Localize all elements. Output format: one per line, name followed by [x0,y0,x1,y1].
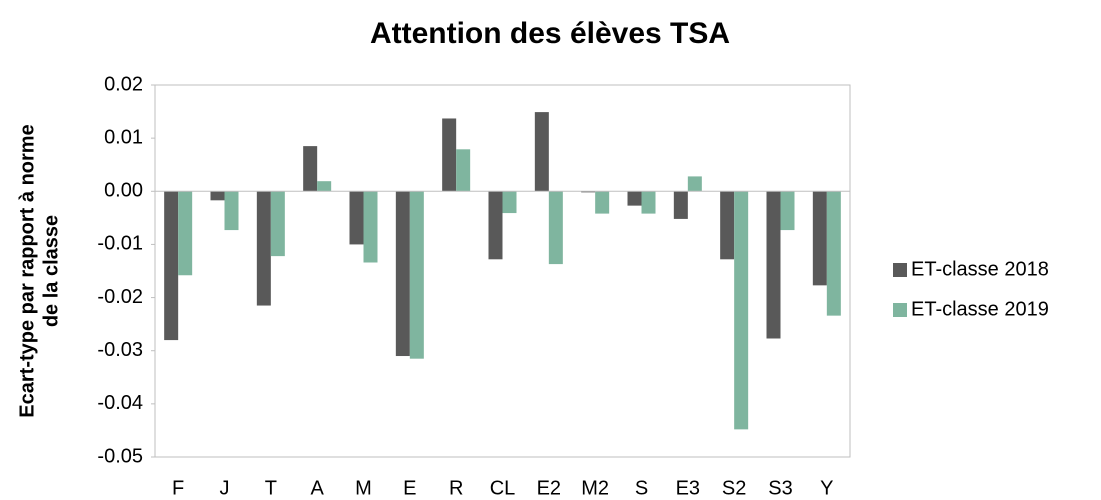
bar [766,191,781,339]
bar [303,146,318,192]
bar [720,191,735,260]
y-tick-label: -0.04 [97,392,143,414]
plot-area [154,84,851,458]
bar [409,191,424,359]
x-tick-label: CL [490,477,516,499]
x-tick-label: E2 [537,477,561,499]
bar [363,191,378,263]
bar [534,112,549,192]
y-tick-label: -0.02 [97,286,143,308]
x-tick-label: S2 [722,477,746,499]
bar [456,149,471,192]
bar [395,191,410,357]
bar [317,181,332,192]
y-axis-title: Ecart-type par rapport à norme [16,124,38,417]
legend-label: ET-classe 2018 [911,258,1049,280]
bar [548,191,563,265]
x-tick-label: E3 [676,477,700,499]
bar [581,191,596,193]
y-tick-label: -0.01 [97,233,143,255]
x-tick-label: E [403,477,416,499]
bar [595,191,610,214]
bar [826,191,841,316]
x-tick-label: R [449,477,463,499]
x-tick-label: T [265,477,277,499]
bar [687,176,702,192]
y-tick-label: -0.05 [97,445,143,467]
chart-title: Attention des élèves TSA [370,17,730,50]
y-axis-title: de la classe [40,215,62,327]
bar [641,191,656,214]
bar [349,191,364,245]
x-tick-label: M [355,477,372,499]
legend-label: ET-classe 2019 [911,298,1049,320]
bar [164,191,179,341]
x-tick-label: S [635,477,648,499]
x-tick-label: A [310,477,324,499]
legend-swatch [893,303,907,317]
y-tick-label: 0.00 [104,180,143,202]
x-tick-label: S3 [768,477,792,499]
bar [224,191,239,231]
y-tick-label: 0.02 [104,73,143,95]
bar [178,191,193,276]
y-tick-label: -0.03 [97,339,143,361]
bar [502,191,517,214]
bar [210,191,225,201]
bar [673,191,688,219]
legend-swatch [893,263,907,277]
y-tick-label: 0.01 [104,126,143,148]
x-tick-label: Y [820,477,833,499]
bar [270,191,285,257]
bar [256,191,271,306]
bar [734,191,749,430]
bar [780,191,795,231]
x-tick-label: M2 [581,477,609,499]
bar [442,118,457,192]
x-tick-label: F [172,477,184,499]
bar [627,191,642,206]
bar [488,191,503,260]
x-tick-label: J [220,477,230,499]
bar [812,191,827,286]
